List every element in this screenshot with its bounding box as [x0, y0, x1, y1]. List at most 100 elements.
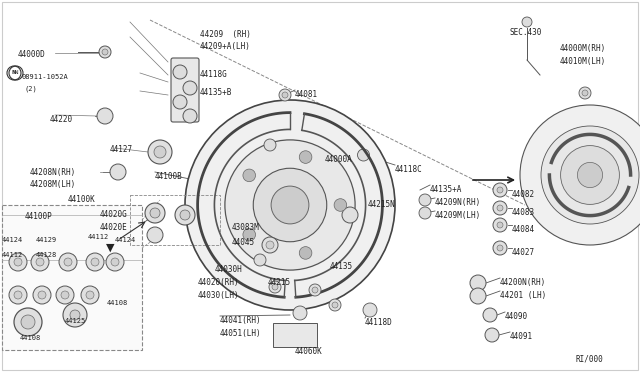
Circle shape — [86, 253, 104, 271]
Circle shape — [150, 208, 160, 218]
Circle shape — [173, 65, 187, 79]
Circle shape — [358, 149, 369, 161]
Circle shape — [14, 258, 22, 266]
Text: 44125: 44125 — [65, 318, 86, 324]
Text: 08911-1052A: 08911-1052A — [22, 74, 68, 80]
Circle shape — [254, 254, 266, 266]
Circle shape — [272, 284, 278, 290]
Circle shape — [582, 90, 588, 96]
Circle shape — [300, 247, 312, 259]
Circle shape — [470, 275, 486, 291]
Text: 44135+A: 44135+A — [430, 185, 462, 194]
Text: SEC.430: SEC.430 — [510, 28, 542, 37]
FancyBboxPatch shape — [273, 323, 317, 347]
Text: 44051(LH): 44051(LH) — [220, 329, 262, 338]
Text: 44135+B: 44135+B — [200, 88, 232, 97]
Text: 44100B: 44100B — [155, 172, 183, 181]
Text: 44209M(LH): 44209M(LH) — [435, 211, 481, 220]
Circle shape — [264, 139, 276, 151]
Circle shape — [99, 46, 111, 58]
Circle shape — [21, 315, 35, 329]
Circle shape — [332, 302, 338, 308]
Circle shape — [470, 288, 486, 304]
Text: 44108: 44108 — [107, 300, 128, 306]
Text: N: N — [12, 71, 16, 76]
Text: 44200N(RH): 44200N(RH) — [500, 278, 547, 287]
Circle shape — [9, 253, 27, 271]
FancyBboxPatch shape — [171, 58, 199, 122]
Text: 44020G: 44020G — [100, 210, 128, 219]
Circle shape — [243, 169, 255, 182]
Text: 44100K: 44100K — [68, 195, 96, 204]
Circle shape — [173, 95, 187, 109]
Text: 44112: 44112 — [88, 234, 109, 240]
Text: RI/000: RI/000 — [575, 355, 603, 364]
Circle shape — [334, 199, 347, 211]
Text: 44030H: 44030H — [215, 265, 243, 274]
Circle shape — [63, 303, 87, 327]
Circle shape — [312, 287, 318, 293]
Text: 44215N: 44215N — [368, 200, 396, 209]
Text: 44118C: 44118C — [395, 165, 423, 174]
Circle shape — [185, 100, 395, 310]
Text: 44010M(LH): 44010M(LH) — [560, 57, 606, 66]
Circle shape — [266, 241, 274, 249]
Circle shape — [14, 291, 22, 299]
Circle shape — [579, 87, 591, 99]
Circle shape — [497, 245, 503, 251]
Circle shape — [36, 258, 44, 266]
Text: 44045: 44045 — [232, 238, 255, 247]
Text: 44118G: 44118G — [200, 70, 228, 79]
Circle shape — [419, 207, 431, 219]
Text: 44208M(LH): 44208M(LH) — [30, 180, 76, 189]
Text: 44220: 44220 — [50, 115, 73, 124]
Circle shape — [148, 140, 172, 164]
Circle shape — [262, 237, 278, 253]
Text: 43083M: 43083M — [232, 223, 260, 232]
Circle shape — [497, 187, 503, 193]
Circle shape — [293, 306, 307, 320]
Text: 44209+A(LH): 44209+A(LH) — [200, 42, 251, 51]
Circle shape — [31, 253, 49, 271]
Text: 44209  (RH): 44209 (RH) — [200, 30, 251, 39]
Text: ▼: ▼ — [106, 243, 115, 253]
Circle shape — [110, 164, 126, 180]
Circle shape — [106, 253, 124, 271]
Circle shape — [225, 140, 355, 270]
Circle shape — [342, 207, 358, 223]
Text: 44129: 44129 — [36, 237, 57, 243]
Circle shape — [279, 89, 291, 101]
Circle shape — [561, 145, 620, 204]
Circle shape — [243, 228, 255, 241]
Circle shape — [9, 286, 27, 304]
Text: 44020(RH): 44020(RH) — [198, 278, 239, 287]
Circle shape — [282, 92, 288, 98]
Text: 44082: 44082 — [512, 190, 535, 199]
Text: 44060K: 44060K — [295, 347, 323, 356]
Circle shape — [81, 286, 99, 304]
Circle shape — [329, 299, 341, 311]
Circle shape — [180, 210, 190, 220]
Text: 44112: 44112 — [2, 252, 23, 258]
Circle shape — [363, 303, 377, 317]
Circle shape — [309, 284, 321, 296]
Circle shape — [493, 183, 507, 197]
Circle shape — [493, 201, 507, 215]
Circle shape — [541, 126, 639, 224]
Circle shape — [102, 49, 108, 55]
Circle shape — [14, 308, 42, 336]
Circle shape — [175, 205, 195, 225]
Circle shape — [577, 163, 603, 187]
Text: 44000A: 44000A — [325, 155, 353, 164]
Circle shape — [111, 258, 119, 266]
Text: 44083: 44083 — [512, 208, 535, 217]
Text: 44041(RH): 44041(RH) — [220, 316, 262, 325]
Circle shape — [38, 291, 46, 299]
Circle shape — [154, 146, 166, 158]
Circle shape — [483, 308, 497, 322]
Text: 44124: 44124 — [115, 237, 136, 243]
Text: 44090: 44090 — [505, 312, 528, 321]
Circle shape — [145, 203, 165, 223]
Circle shape — [253, 168, 327, 242]
Circle shape — [97, 108, 113, 124]
